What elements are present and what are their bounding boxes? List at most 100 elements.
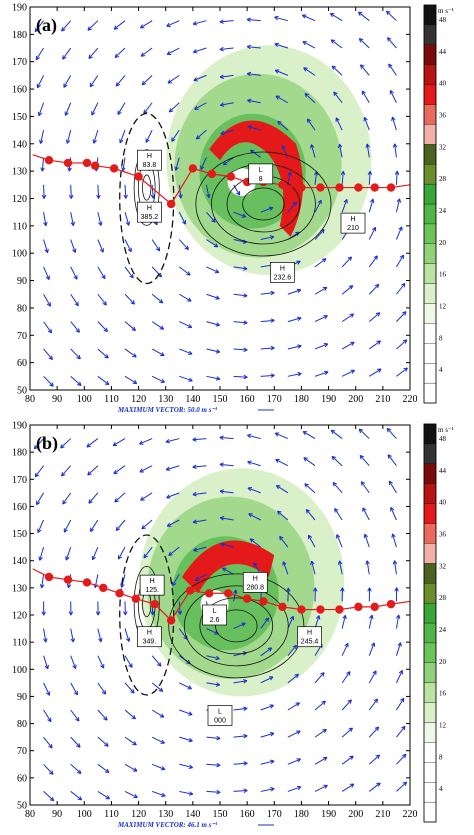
wind-vector [220,517,234,521]
wind-vector-head [347,256,353,261]
wind-vector-head [243,374,248,380]
wind-vector-head [150,611,155,616]
wind-vector [40,129,45,144]
wind-vector-head [400,697,405,703]
wind-vector [70,293,79,307]
wind-vector [124,375,138,385]
wind-vector [113,465,126,475]
colorbar-segment [423,583,437,604]
wind-vector-head [76,769,82,775]
wind-vector-head [250,149,255,154]
wind-vector [260,760,275,765]
wind-vector-head [171,581,177,587]
colorbar-segment [423,64,437,85]
wind-vector [97,266,106,279]
wind-vector [314,258,327,268]
wind-vector [193,47,207,53]
wind-vector-head [159,325,165,330]
wind-vector-head [331,65,337,70]
wind-vector [314,672,325,684]
track-point [188,164,198,173]
annotation-type: L [218,708,222,715]
annotation-value: 000 [214,717,226,724]
wind-vector [233,735,248,738]
wind-vector [302,14,316,22]
wind-vector-head [247,433,252,439]
wind-vector [206,628,219,635]
wind-vector [396,367,408,377]
wind-vector [124,709,136,720]
colorbar-segment [423,343,437,364]
wind-vector-head [372,670,377,675]
colorbar-tick-label: 28 [439,175,447,183]
wind-vector-head [282,561,287,566]
wind-vector-head [391,533,396,538]
wind-vector [60,438,72,449]
y-tick-label: 80 [17,303,27,314]
wind-vector-head [323,784,328,789]
y-tick-label: 150 [12,112,27,123]
wind-vector-head [347,699,352,704]
wind-vector [314,700,326,711]
colorbar-segment [423,722,437,743]
wind-vector [61,465,72,477]
wind-vector [260,788,275,792]
wind-vector [395,226,403,240]
wind-vector [233,762,248,765]
wind-vector [260,319,275,323]
wind-vector [274,432,289,440]
wind-vector-head [86,443,91,448]
wind-vector [287,171,291,185]
wind-vector-head [243,761,248,766]
wind-vector [386,10,397,22]
wind-vector-head [215,376,221,381]
annotation-box [242,572,268,593]
wind-vector [206,321,220,326]
wind-vector [219,436,234,440]
x-tick-label: 150 [213,809,228,820]
wind-vector [70,709,80,722]
wind-vector [386,427,397,439]
wind-vector [358,11,370,22]
wind-vector [179,763,193,769]
colorbar-segment [423,443,437,464]
colorbar-segment [423,742,437,763]
wind-vector [392,533,397,548]
wind-vector-head [247,460,252,465]
wind-vector-head [388,480,393,486]
shading-layer [166,45,372,276]
colorbar-segment [423,124,437,145]
wind-vector [341,783,355,792]
wind-vector [276,485,289,494]
wind-vector-head [358,428,364,434]
wind-vector-head [91,111,96,116]
wind-vector [206,763,221,766]
wind-vector [70,266,78,280]
wind-vector [206,375,221,380]
x-tick-label: 210 [375,394,390,405]
annotation-type: H [280,265,285,272]
wind-vector-head [188,377,193,382]
wind-vector [396,725,406,738]
wind-vector [314,229,325,240]
x-tick-label: 180 [294,809,309,820]
colorbar-tick-label: 36 [439,111,447,119]
wind-vector-head [145,138,150,143]
wind-vector [195,573,207,581]
wind-vector-head [188,791,194,796]
wind-vector-head [91,555,96,561]
wind-vector [92,546,99,560]
wind-vector [70,239,76,253]
wind-vector-head [41,194,47,199]
wind-vector-head [194,105,199,110]
wind-vector-head [72,664,77,669]
track-point [316,183,325,192]
wind-vector [41,574,45,589]
wind-vector [287,786,302,792]
y-tick-label: 60 [17,773,27,784]
wind-vector-head [296,758,301,763]
wind-vector [179,375,193,382]
y-tick-label: 50 [17,801,27,812]
wind-vector-head [337,143,343,149]
wind-vector [395,198,401,213]
